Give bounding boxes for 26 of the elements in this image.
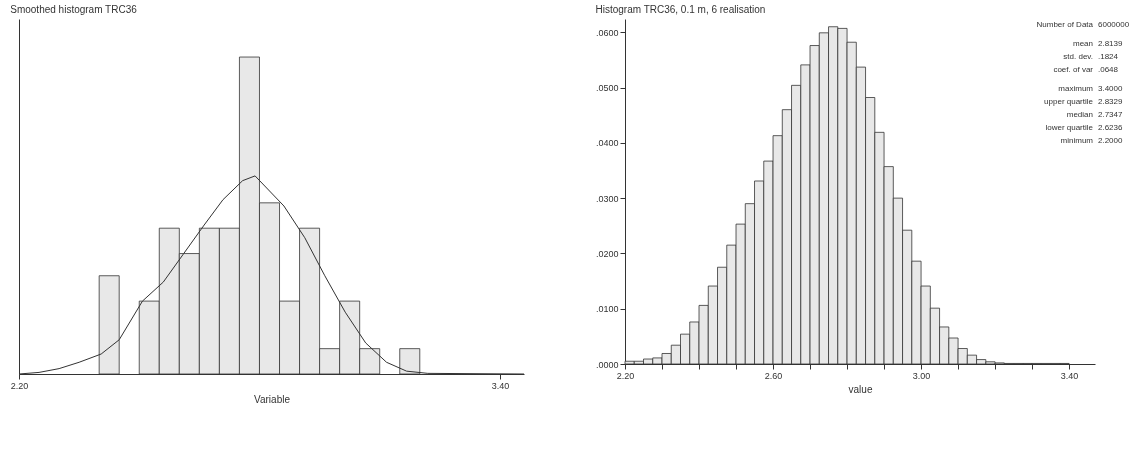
x-axis-title: Variable [254,393,291,405]
x-tick-label: 3.40 [491,380,510,391]
annotation: minimum 2.2000 [1060,136,1124,145]
x-tick-label: 2.60 [764,370,783,381]
annotation: maximum 3.4000 [1058,84,1124,93]
x-tick-label: 2.20 [616,370,635,381]
y-tick-label: .0500 [595,83,619,94]
y-tick-label: .0300 [595,193,619,204]
x-tick-label: 3.40 [1060,370,1079,381]
x-tick-label: 2.20 [10,380,29,391]
x-axis-title: value [848,383,873,395]
y-tick-label: .0600 [595,27,619,38]
y-tick-label: .0400 [595,138,619,149]
annotation: median 2.7347 [1066,110,1124,119]
annotation: lower quartile 2.6236 [1045,123,1124,132]
annotation: std. dev. .1824 [1063,52,1119,61]
chart-title: Smoothed histogram TRC36 [10,4,138,15]
y-tick-label: .0100 [595,304,619,315]
y-tick-label: .0200 [595,248,619,259]
annotation: Number of Data 6000000 [1036,20,1130,29]
x-tick-label: 3.00 [912,370,931,381]
chart-title: Histogram TRC36, 0.1 m, 6 realisation [595,4,766,15]
annotation: upper quartile 2.8329 [1044,97,1124,106]
annotation: coef. of var .0648 [1053,65,1119,74]
annotation: mean 2.8139 [1072,39,1124,48]
y-tick-label: .0000 [595,359,619,370]
